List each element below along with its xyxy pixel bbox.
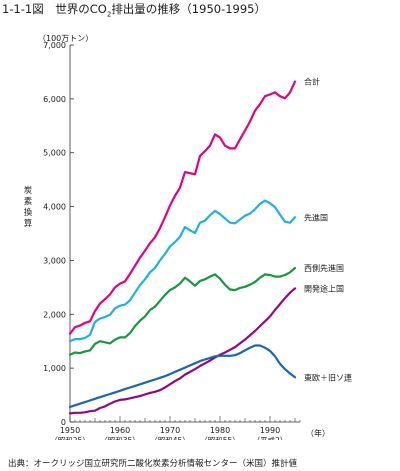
series-line-4 [68, 287, 297, 415]
y-tick-label: 6,000 [43, 95, 66, 104]
x-tick-label: 1980 [210, 426, 230, 435]
x-tick-sublabel: （平成2） [253, 435, 288, 440]
title-text: 1-1-1図 世界のCO [2, 2, 107, 16]
y-tick-label: 2,000 [43, 310, 66, 319]
x-tick-sublabel: （昭和45） [150, 436, 190, 440]
title-text-suffix: 排出量の推移（1950-1995） [111, 2, 266, 16]
x-tick-label: 1960 [110, 426, 130, 435]
y-tick-label: 4,000 [43, 203, 66, 212]
x-tick-sublabel: （昭和25） [50, 436, 90, 440]
series-line-3 [68, 266, 297, 356]
y-tick-label: 5,000 [43, 149, 66, 158]
title-subscript: 2 [106, 10, 112, 19]
series-label-3: 西側先進国 [304, 263, 344, 273]
series-label-2: 先進国 [304, 212, 328, 222]
series-label-4: 開発途上国 [304, 283, 344, 293]
y-tick-label: 7,000 [43, 41, 66, 50]
source-note: 出典：オークリッジ国立研究所二酸化炭素分析情報センター（米国）推計値 [8, 459, 298, 469]
y-tick-label: 1,000 [43, 364, 66, 373]
x-tick-sublabel: （昭和55） [200, 436, 240, 440]
series-line-2 [68, 199, 297, 343]
y-tick-label: 0 [61, 418, 66, 427]
figure-title: 1-1-1図 世界のCO2排出量の推移（1950-1995） [2, 1, 266, 18]
line-chart: 0 1,000 2,000 3,000 4,000 5,000 6,000 7,000 1950… [43, 41, 352, 440]
x-tick-label: 1990 [260, 426, 280, 435]
y-tick-label: 3,000 [43, 256, 66, 265]
series-label-1: 合計 [304, 77, 320, 87]
series-line-5 [68, 344, 297, 408]
series-line-1 [68, 80, 297, 335]
series-label-5: 東欧＋旧ソ連 [304, 372, 352, 382]
x-tick-sublabel: （昭和35） [100, 436, 140, 440]
x-tick-label: 1970 [160, 426, 180, 435]
x-axis-unit: （年） [306, 428, 330, 438]
y-axis-unit: （100万トン） [38, 34, 94, 43]
y-axis-label: 炭素換算 [23, 186, 33, 229]
x-tick-label: 1950 [60, 426, 80, 435]
